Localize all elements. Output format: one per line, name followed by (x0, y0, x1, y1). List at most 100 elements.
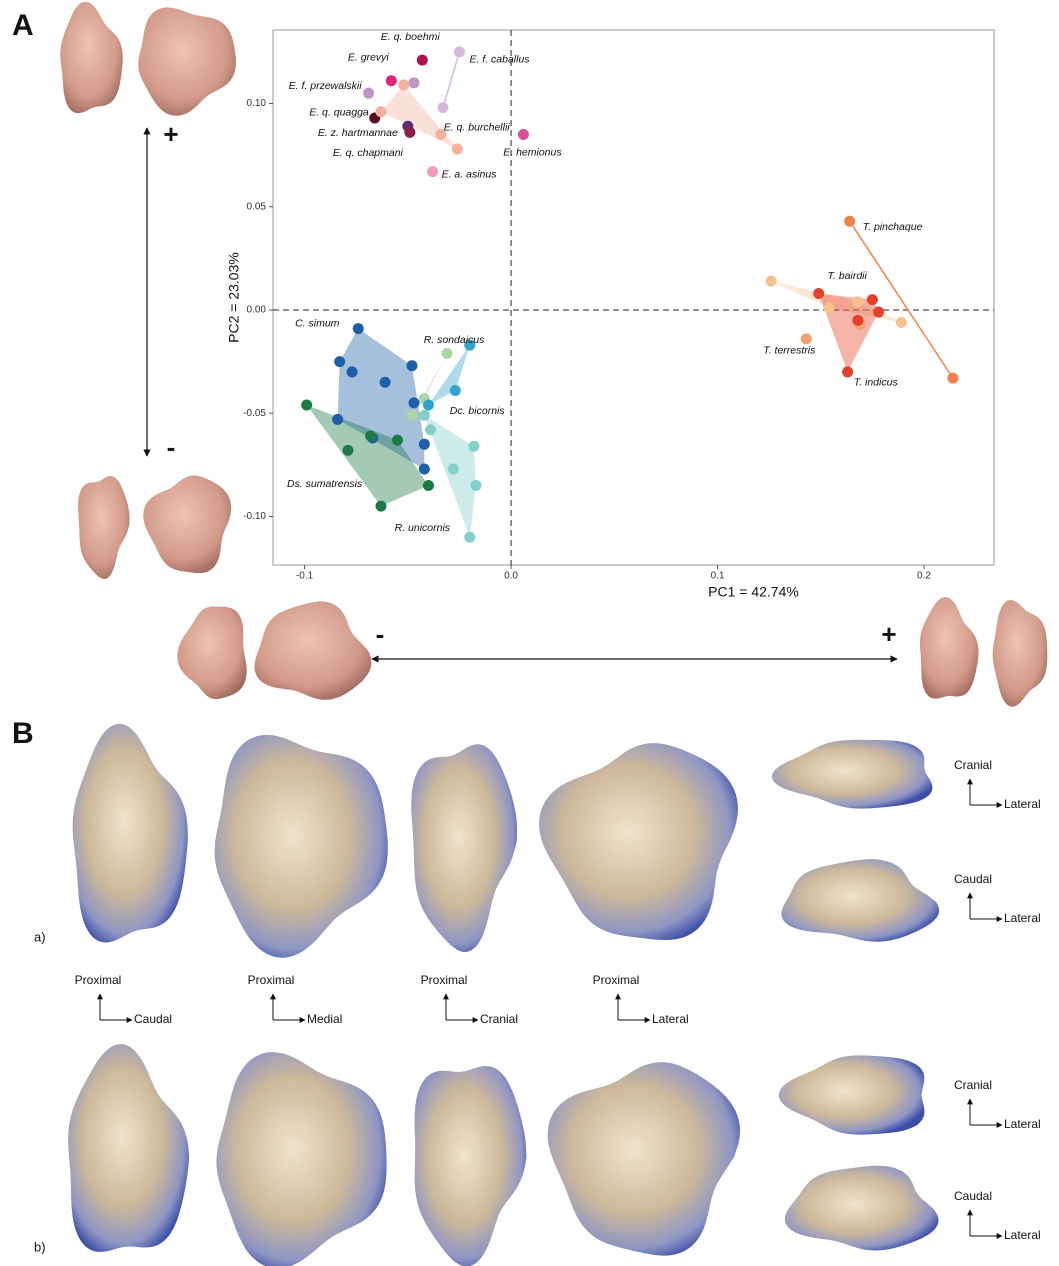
point (423, 480, 434, 491)
pc2-minus: - (167, 432, 176, 462)
direction-label: Caudal (954, 1189, 992, 1203)
direction-label: Lateral (652, 1012, 689, 1026)
pc2-plus: + (163, 119, 178, 149)
direction-label: Lateral (1004, 1117, 1041, 1131)
species-label: E. z. hartmannae (318, 127, 398, 139)
y-tick-label: 0.00 (247, 305, 267, 316)
point (375, 501, 386, 512)
point (801, 333, 812, 344)
direction-label: Caudal (954, 872, 992, 886)
direction-label: Cranial (954, 758, 992, 772)
figure: A B + - - + a) b) -0.10.00.10.2-0.10-0.0… (0, 0, 1059, 1266)
species-label: T. indicus (854, 376, 899, 388)
point (353, 323, 364, 334)
direction-label: Medial (307, 1012, 342, 1026)
point (425, 424, 436, 435)
point (392, 435, 403, 446)
x-tick-label: -0.1 (296, 571, 314, 582)
y-tick-label: -0.10 (243, 511, 266, 522)
species-label: E. q. quagga (309, 107, 369, 119)
direction-label: Proximal (593, 973, 640, 987)
species-label: T. pinchaque (863, 221, 923, 233)
point (454, 46, 465, 57)
point (334, 356, 345, 367)
direction-label: Lateral (1004, 1228, 1041, 1242)
point (766, 276, 777, 287)
species-label: R. sondaicus (424, 334, 485, 346)
point (419, 439, 430, 450)
point (842, 366, 853, 377)
point (365, 430, 376, 441)
direction-label: Caudal (134, 1012, 172, 1026)
point (896, 317, 907, 328)
y-tick-label: -0.05 (243, 408, 266, 419)
point (427, 166, 438, 177)
direction-label: Cranial (480, 1012, 518, 1026)
panel-label: A (12, 9, 34, 42)
point (867, 294, 878, 305)
point (332, 414, 343, 425)
point (813, 288, 824, 299)
point (409, 397, 420, 408)
point (873, 307, 884, 318)
pc1-plus: + (881, 619, 896, 649)
pc1-minus: - (376, 619, 385, 649)
direction-label: Proximal (421, 973, 468, 987)
species-label: E. q. chapmani (333, 147, 404, 159)
point (409, 77, 420, 88)
point (448, 463, 459, 474)
point (518, 129, 529, 140)
direction-label: Proximal (75, 973, 122, 987)
species-label: T. terrestris (763, 345, 816, 357)
point (844, 216, 855, 227)
point (470, 480, 481, 491)
species-label: Dc. bicornis (450, 405, 506, 417)
point (468, 441, 479, 452)
point (404, 127, 415, 138)
direction-label: Cranial (954, 1078, 992, 1092)
point (406, 360, 417, 371)
point (852, 296, 863, 307)
x-tick-label: 0.0 (504, 571, 518, 582)
species-label: E. grevyi (348, 52, 390, 64)
panel-label: B (12, 717, 34, 750)
species-label: E. q. burchellii (444, 122, 511, 134)
point (423, 399, 434, 410)
point (419, 463, 430, 474)
point (947, 373, 958, 384)
row-label: b) (34, 1239, 46, 1254)
x-tick-label: 0.1 (711, 571, 725, 582)
point (347, 366, 358, 377)
species-label: E. f. caballus (469, 54, 530, 66)
y-axis-title: PC2 = 23.03% (226, 252, 242, 343)
point (398, 79, 409, 90)
species-label: C. simum (295, 317, 340, 329)
point (301, 399, 312, 410)
direction-label: Lateral (1004, 797, 1041, 811)
point (406, 410, 417, 421)
point (417, 55, 428, 66)
species-label: T. bairdii (828, 270, 868, 282)
point (464, 532, 475, 543)
species-label: E. q. boehmi (381, 31, 441, 43)
point (437, 102, 448, 113)
y-tick-label: 0.05 (247, 201, 267, 212)
point (442, 348, 453, 359)
point (380, 377, 391, 388)
point (386, 75, 397, 86)
point (419, 410, 430, 421)
y-tick-label: 0.10 (247, 98, 267, 109)
direction-label: Proximal (248, 973, 295, 987)
x-axis-title: PC1 = 42.74% (708, 584, 799, 600)
point (852, 315, 863, 326)
direction-label: Lateral (1004, 911, 1041, 925)
species-label: E. f. przewalskii (289, 80, 363, 92)
species-label: E. hemionus (503, 146, 562, 158)
point (363, 88, 374, 99)
point (375, 106, 386, 117)
row-label: a) (34, 929, 46, 944)
point (824, 302, 835, 313)
species-label: Ds. sumatrensis (287, 478, 363, 490)
species-label: E. a. asinus (442, 168, 498, 180)
point (342, 445, 353, 456)
